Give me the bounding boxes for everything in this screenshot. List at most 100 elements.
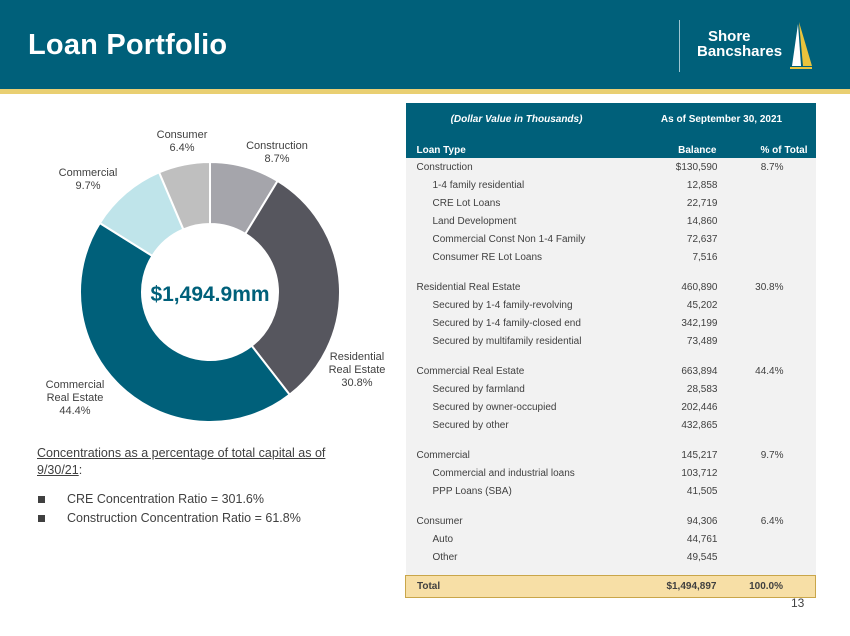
total-pct-cell: 100.0% [717,575,817,598]
loan-type-cell: Consumer [405,512,628,530]
pct-cell: 8.7% [717,158,816,176]
pct-cell [717,176,816,194]
balance-cell: 49,545 [627,548,718,566]
pct-cell: 44.4% [717,362,816,380]
loan-subtype-cell: Other [405,548,628,566]
logo-divider [679,20,680,72]
donut-slice-commercial-real-estate [79,221,292,423]
table-header-date: As of September 30, 2021 [627,103,816,135]
table-row: Secured by farmland 28,583 [405,380,816,398]
spacer-cell [405,434,816,446]
table-row: 1-4 family residential 12,858 [405,176,816,194]
table-spacer-row [405,500,816,512]
table-header-units: (Dollar Value in Thousands) [405,103,628,135]
concentrations-heading-date: 9/30/21 [37,463,79,477]
loan-subtype-cell: Secured by owner-occupied [405,398,628,416]
pct-cell [717,212,816,230]
loan-type-cell: Commercial [405,446,628,464]
column-header-pct: % of Total [717,135,816,158]
page-title: Loan Portfolio [28,29,228,61]
loan-subtype-cell: Secured by 1-4 family-closed end [405,314,628,332]
pct-cell [717,332,816,350]
table-row-group-1: Residential Real Estate 460,890 30.8% [405,278,816,296]
concentrations-list: CRE Concentration Ratio = 301.6% Constru… [37,491,357,527]
data-label-construction: 8.7% [264,153,289,165]
data-label-commercial: Commercial [59,167,118,179]
concentration-item: Construction Concentration Ratio = 61.8% [37,510,357,527]
spacer-cell [405,500,816,512]
data-label-construction: Construction [246,140,308,152]
pct-cell [717,398,816,416]
loan-subtype-cell: Commercial and industrial loans [405,464,628,482]
table-spacer-row [405,266,816,278]
sail-logo-icon [790,22,812,69]
pct-cell [717,530,816,548]
balance-cell: 342,199 [627,314,718,332]
concentrations-heading-prefix: Concentrations as a percentage of total … [37,446,326,460]
table-row-group-3: Commercial 145,217 9.7% [405,446,816,464]
data-label-commercial-real-estate: 44.4% [59,405,90,417]
total-label-cell: Total [405,575,628,598]
table-row: Secured by 1-4 family-closed end 342,199 [405,314,816,332]
column-header-loan-type: Loan Type [405,135,628,158]
table-row-total: Total $1,494,897 100.0% [405,575,817,598]
pct-cell [717,548,816,566]
table-row: Secured by other 432,865 [405,416,816,434]
spacer-cell [405,266,816,278]
table-spacer-row [405,434,816,446]
loan-table: (Dollar Value in Thousands) As of Septem… [405,103,817,598]
data-label-commercial: 9.7% [75,180,100,192]
data-label-residential-real-estate: 30.8% [341,377,372,389]
loan-subtype-cell: Auto [405,530,628,548]
table-row: Commercial and industrial loans 103,712 [405,464,816,482]
balance-cell: 45,202 [627,296,718,314]
bullet-icon [38,496,45,503]
total-balance-cell: $1,494,897 [627,575,718,598]
table-row: Secured by owner-occupied 202,446 [405,398,816,416]
loan-subtype-cell: Secured by multifamily residential [405,332,628,350]
donut-slice-consumer [157,160,211,231]
spacer-cell [405,350,816,362]
data-label-residential-real-estate: Residential [330,351,384,363]
balance-cell: 73,489 [627,332,718,350]
pct-cell [717,194,816,212]
column-header-balance: Balance [627,135,718,158]
balance-cell: 460,890 [627,278,718,296]
loan-type-cell: Construction [405,158,628,176]
table-spacer-row [405,566,816,576]
balance-cell: 28,583 [627,380,718,398]
table-row: Secured by 1-4 family-revolving 45,202 [405,296,816,314]
balance-cell: 72,637 [627,230,718,248]
header-stripe [0,89,850,94]
logo: Shore Bancshares [697,29,782,59]
spacer-cell [405,566,816,576]
concentration-item: CRE Concentration Ratio = 301.6% [37,491,357,508]
table-body: Construction $130,590 8.7% 1-4 family resid… [405,158,817,598]
table-row-group-2: Commercial Real Estate 663,894 44.4% [405,362,816,380]
loan-subtype-cell: Land Development [405,212,628,230]
table-spacer-row [405,350,816,362]
table-row: PPP Loans (SBA) 41,505 [405,482,816,500]
logo-line-2: Bancshares [697,43,783,60]
loan-subtype-cell: Commercial Const Non 1-4 Family [405,230,628,248]
balance-cell: 145,217 [627,446,718,464]
pct-cell: 9.7% [717,446,816,464]
table-row: Consumer RE Lot Loans 7,516 [405,248,816,266]
table-row-group-0: Construction $130,590 8.7% [405,158,816,176]
pct-cell [717,380,816,398]
pct-cell [717,248,816,266]
concentrations-note: Concentrations as a percentage of total … [37,445,357,529]
pct-cell [717,314,816,332]
data-label-consumer: 6.4% [169,142,194,154]
balance-cell: $130,590 [627,158,718,176]
table-row: Auto 44,761 [405,530,816,548]
table-row: Other 49,545 [405,548,816,566]
table-row: Secured by multifamily residential 73,489 [405,332,816,350]
logo-line-1: Shore [708,28,751,45]
donut-center-label: $1,494.9mm [150,283,269,306]
data-label-commercial-real-estate: Real Estate [47,392,104,404]
table-row: CRE Lot Loans 22,719 [405,194,816,212]
balance-cell: 103,712 [627,464,718,482]
page-number: 13 [791,596,805,610]
pct-cell [717,464,816,482]
